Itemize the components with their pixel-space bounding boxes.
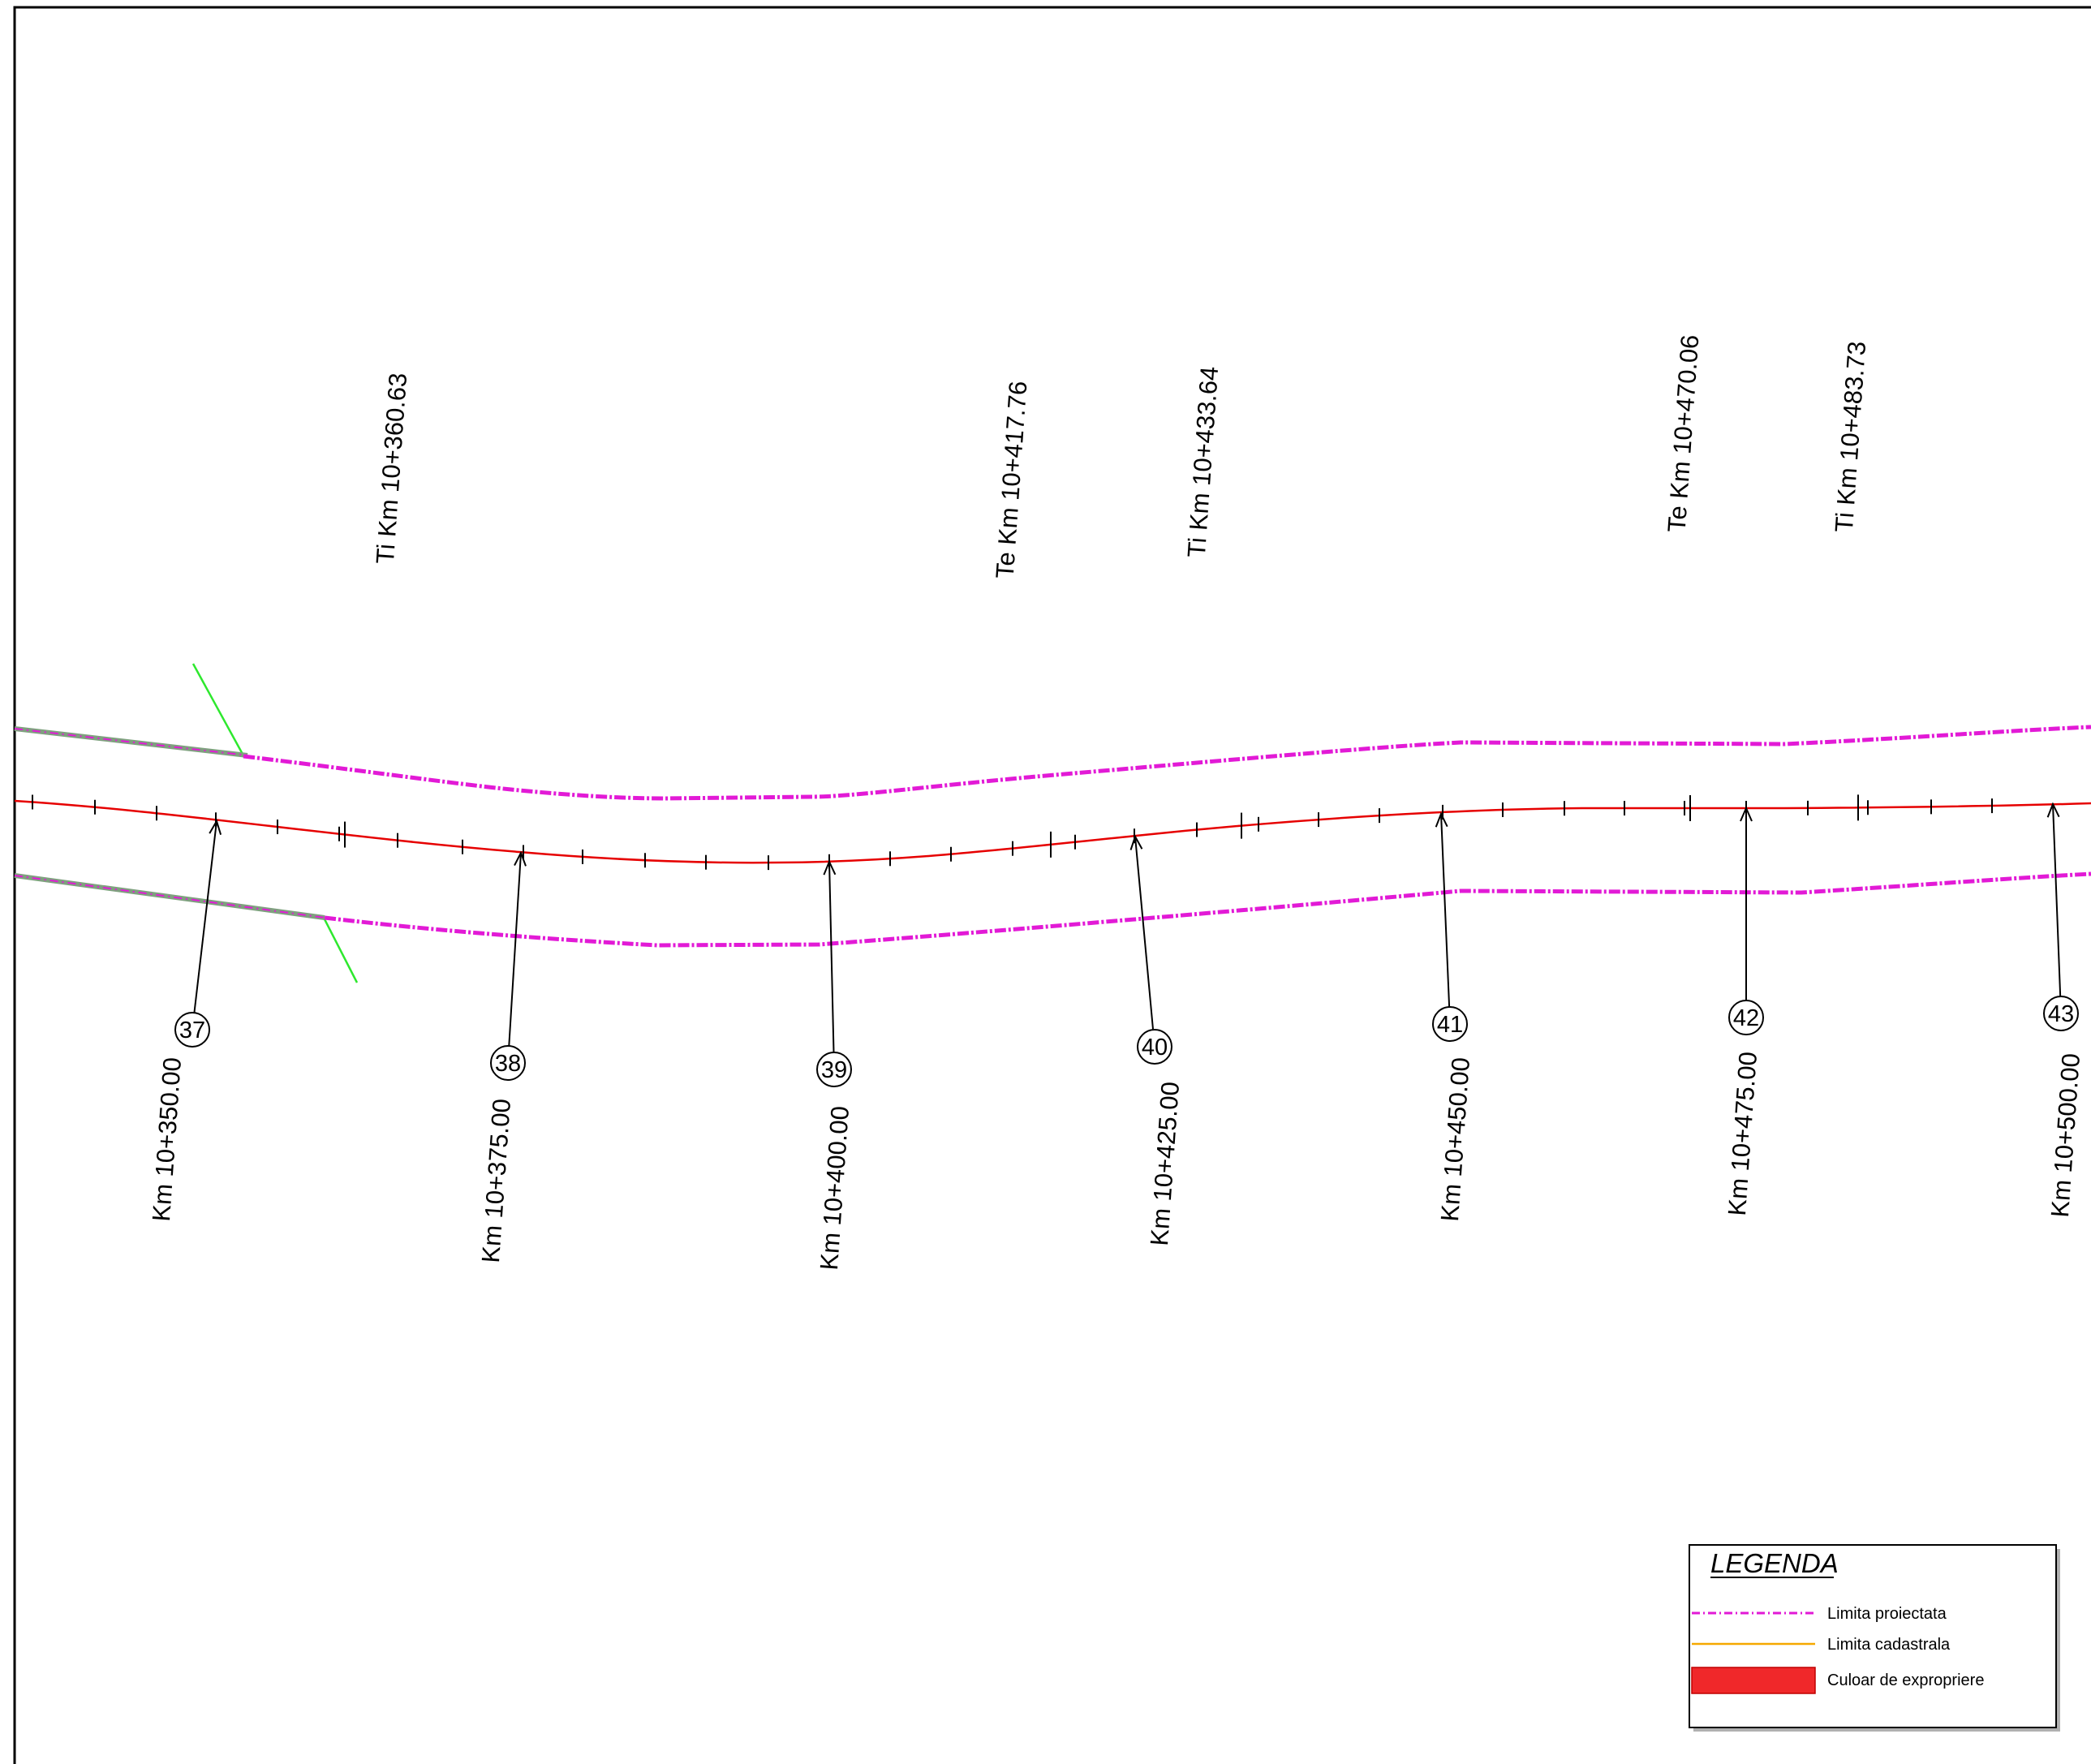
legend-label-projected: Limita proiectata — [1827, 1605, 1947, 1623]
profile-number: 37 — [179, 1018, 205, 1043]
profile-leader-line — [2052, 803, 2062, 997]
curve-point-label: Te Km 10+417.76 — [991, 380, 1033, 579]
profile-km-label: Km 10+450.00 — [1435, 1056, 1475, 1222]
profile-number: 41 — [1437, 1012, 1463, 1038]
profile-arrowhead — [1435, 811, 1448, 828]
profile-number: 42 — [1733, 1005, 1759, 1031]
old-boundary-upper-dash — [14, 728, 248, 756]
profile-arrowhead — [514, 850, 527, 867]
profile-circle — [1137, 1029, 1172, 1065]
legend-title: LEGENDA — [1710, 1548, 1839, 1578]
profile-leader-line — [1134, 836, 1155, 1030]
profile-number: 43 — [2048, 1001, 2074, 1027]
profile-circle — [1432, 1006, 1468, 1042]
profile-circle — [2043, 996, 2079, 1031]
profile-leader-line — [193, 820, 217, 1013]
profile-number: 38 — [495, 1051, 521, 1077]
projected-boundary-lower — [324, 871, 2091, 948]
profile-arrowhead — [823, 859, 837, 876]
projected-boundary-upper — [243, 725, 2091, 801]
profile-arrowhead — [1129, 834, 1143, 850]
profile-km-label: Km 10+400.00 — [815, 1105, 854, 1271]
station-ticks — [32, 794, 1993, 871]
profile-km-label: Km 10+350.00 — [147, 1056, 187, 1222]
profile-number: 39 — [821, 1057, 847, 1083]
legend: LEGENDA Limita proiectata Limita cadastr… — [1689, 1544, 2060, 1732]
old-boundary-lower-dash — [14, 875, 325, 919]
profile-number: 40 — [1142, 1035, 1168, 1061]
profile-km-label: Km 10+500.00 — [2046, 1052, 2085, 1218]
start-marker-bottom — [321, 915, 359, 983]
profile-group: 37 Km 10+350.00 38 Km 10+375.00 39 Km 10+400.… — [147, 802, 2085, 1271]
legend-label-expropriation: Culoar de expropriere — [1827, 1671, 1984, 1689]
curve-labels: Ti Km 10+360.63 Te Km 10+417.76 Ti Km 10+4… — [371, 333, 1871, 579]
profile-arrowhead — [209, 819, 222, 835]
sheet-frame — [13, 6, 2091, 1764]
profile-leader-line — [1440, 813, 1451, 1008]
profile-leader-line — [828, 861, 835, 1053]
profile-circle — [1728, 1000, 1764, 1035]
profile-arrowhead — [1740, 806, 1753, 822]
profile-leader-line — [508, 852, 522, 1047]
legend-label-cadastral: Limita cadastrala — [1827, 1636, 1951, 1654]
curve-point-label: Ti Km 10+433.64 — [1182, 365, 1224, 558]
profile-km-label: Km 10+375.00 — [476, 1098, 516, 1263]
profile-circle — [174, 1012, 210, 1048]
curve-point-label: Te Km 10+470.06 — [1663, 333, 1705, 533]
legend-box — [1689, 1544, 2057, 1728]
start-marker-top — [191, 663, 246, 758]
road-axis — [14, 799, 2091, 864]
curve-point-label: Ti Km 10+360.63 — [371, 372, 412, 565]
profile-arrowhead — [2046, 802, 2060, 818]
legend-symbol-expropriation — [1691, 1667, 1816, 1694]
profile-circle — [490, 1045, 526, 1081]
curve-point-label: Ti Km 10+483.73 — [1830, 340, 1871, 533]
profile-km-label: Km 10+475.00 — [1723, 1051, 1762, 1216]
profile-circle — [816, 1052, 852, 1087]
profile-km-label: Km 10+425.00 — [1145, 1081, 1185, 1246]
